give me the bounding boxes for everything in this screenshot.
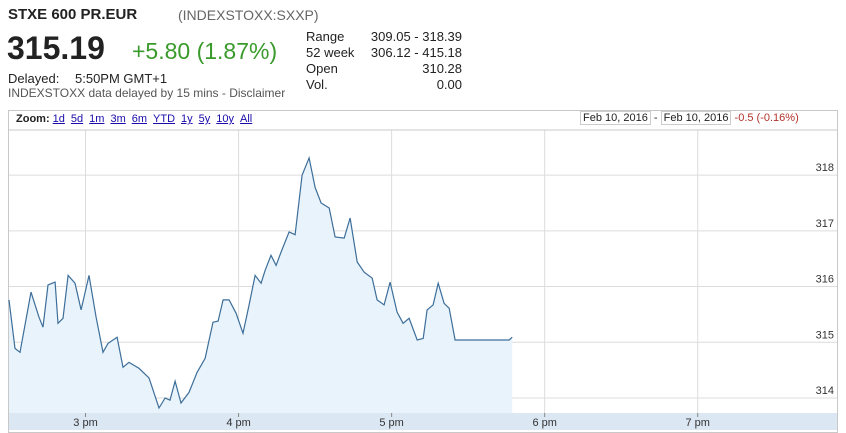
price-line <box>8 155 513 410</box>
zoom-bar: Zoom: 1d 5d 1m 3m 6m YTD 1y 5y 10y All <box>16 113 258 125</box>
stat-value: 0.00 <box>436 77 462 92</box>
stat-row: 52 week 306.12 - 415.18 <box>306 45 462 61</box>
y-tick-label: 318 <box>816 162 834 174</box>
zoom-link[interactable]: 1m <box>89 113 105 125</box>
stat-value: 306.12 - 415.18 <box>370 45 462 60</box>
stat-row: Open 310.28 <box>306 61 462 77</box>
price: 315.19 <box>7 30 105 66</box>
stat-value: 309.05 - 318.39 <box>370 29 462 44</box>
date-to[interactable]: Feb 10, 2016 <box>660 111 732 125</box>
zoom-link[interactable]: 5y <box>198 113 211 125</box>
x-tick-label: 5 pm <box>379 417 403 429</box>
title: STXE 600 PR.EUR <box>8 6 138 23</box>
zoom-link[interactable]: 1d <box>52 113 65 125</box>
zoom-label: Zoom: <box>16 113 50 125</box>
stat-label: Vol. <box>306 77 328 92</box>
time-axis-band <box>9 413 837 430</box>
y-tick-label: 316 <box>816 274 834 286</box>
stat-label: Range <box>306 29 345 44</box>
stats: Range 309.05 - 318.39 52 week 306.12 - 415.… <box>306 29 462 93</box>
y-tick-label: 314 <box>816 385 834 397</box>
stat-label: 52 week <box>306 45 355 60</box>
zoom-link[interactable]: YTD <box>153 113 176 125</box>
period-change: -0.5 (-0.16%) <box>734 112 799 124</box>
area <box>9 157 513 413</box>
ticker: (INDEXSTOXX:SXXP) <box>178 7 319 23</box>
zoom-link[interactable]: 3m <box>110 113 126 125</box>
delayed-label: Delayed: <box>8 71 60 86</box>
delayed-time: 5:50PM GMT+1 <box>75 71 168 86</box>
stat-row: Vol. 0.00 <box>306 77 462 93</box>
date-range: Feb 10, 2016 - Feb 10, 2016 -0.5 (-0.16%… <box>580 111 799 125</box>
x-tick-label: 7 pm <box>685 417 709 429</box>
delay-note: INDEXSTOXX data delayed by 15 mins - Dis… <box>8 86 286 100</box>
stat-row: Range 309.05 - 318.39 <box>306 29 462 45</box>
zoom-link[interactable]: 1y <box>181 113 193 125</box>
x-tick-label: 3 pm <box>73 417 97 429</box>
x-tick-label: 6 pm <box>532 417 556 429</box>
date-separator: - <box>653 112 658 124</box>
zoom-link[interactable]: 5d <box>70 113 84 125</box>
x-tick-label: 4 pm <box>226 417 250 429</box>
date-from[interactable]: Feb 10, 2016 <box>580 111 651 125</box>
stat-label: Open <box>306 61 338 76</box>
zoom-link[interactable]: 10y <box>216 113 235 125</box>
change: +5.80 (1.87%) <box>132 38 278 64</box>
y-tick-label: 317 <box>816 218 834 230</box>
stat-value: 310.28 <box>422 61 462 76</box>
y-tick-label: 315 <box>816 329 834 341</box>
zoom-link[interactable]: 6m <box>131 113 148 125</box>
zoom-link[interactable]: All <box>240 113 253 125</box>
